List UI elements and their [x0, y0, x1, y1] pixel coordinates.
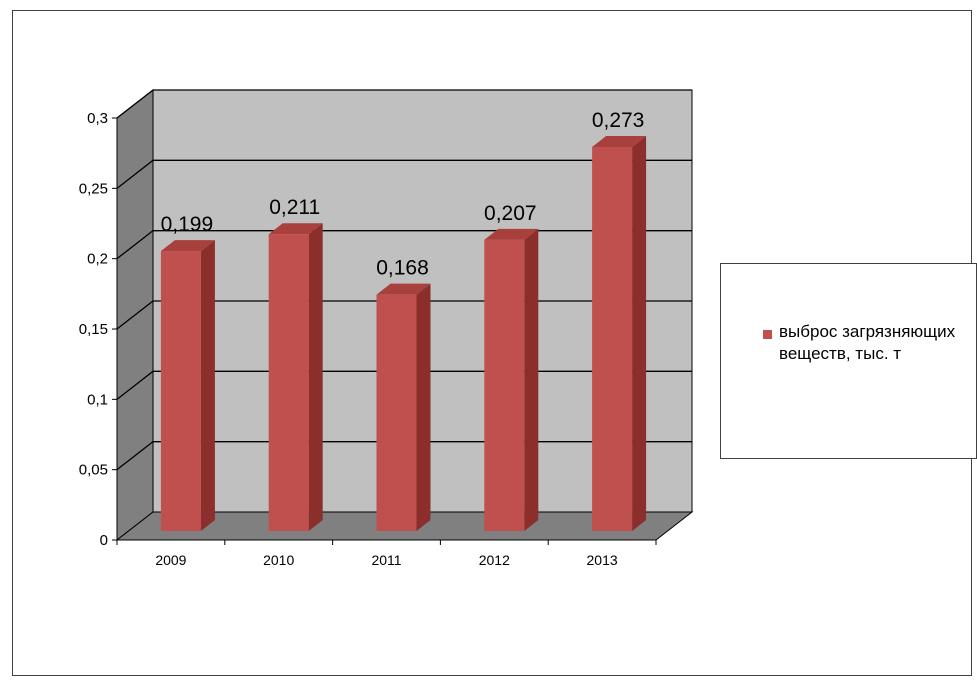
bar: [592, 146, 633, 532]
bar: [268, 234, 309, 531]
x-tick-label: 2013: [587, 552, 618, 568]
bar: [484, 239, 525, 531]
legend-swatch: [763, 330, 772, 339]
bar-top: [160, 240, 215, 252]
y-tick-label: 0,25: [79, 180, 108, 197]
bar: [160, 251, 201, 531]
bar-side: [524, 228, 539, 531]
y-tick-label: 0,05: [79, 462, 108, 479]
y-tick-label: 0,1: [87, 391, 108, 408]
x-tick-label: 2009: [155, 552, 186, 568]
data-label: 0,168: [376, 257, 429, 280]
bar-side: [632, 135, 647, 532]
x-tick-label: 2011: [371, 552, 401, 568]
data-label: 0,211: [269, 196, 320, 219]
legend-label: выброс загрязняющих веществ, тыс. т: [779, 322, 956, 363]
legend: выброс загрязняющих веществ, тыс. т: [720, 263, 977, 459]
y-tick-label: 0: [100, 532, 108, 549]
bar-side: [308, 223, 323, 531]
y-tick-label: 0,2: [87, 251, 108, 268]
bar-top: [268, 223, 323, 235]
gridline: [116, 159, 692, 189]
data-label: 0,199: [161, 213, 214, 236]
data-label: 0,207: [484, 202, 537, 225]
gridline: [116, 89, 692, 119]
bar-top: [484, 228, 539, 240]
y-tick-label: 0,3: [87, 110, 108, 127]
bar-side: [416, 283, 431, 531]
x-tick-label: 2010: [263, 552, 294, 568]
bar-top: [592, 135, 647, 147]
data-label: 0,273: [592, 109, 645, 132]
bar: [376, 294, 417, 531]
bar-top: [376, 283, 431, 295]
bar-side: [200, 240, 215, 531]
y-tick-label: 0,15: [79, 321, 108, 338]
x-tick-label: 2012: [479, 552, 510, 568]
